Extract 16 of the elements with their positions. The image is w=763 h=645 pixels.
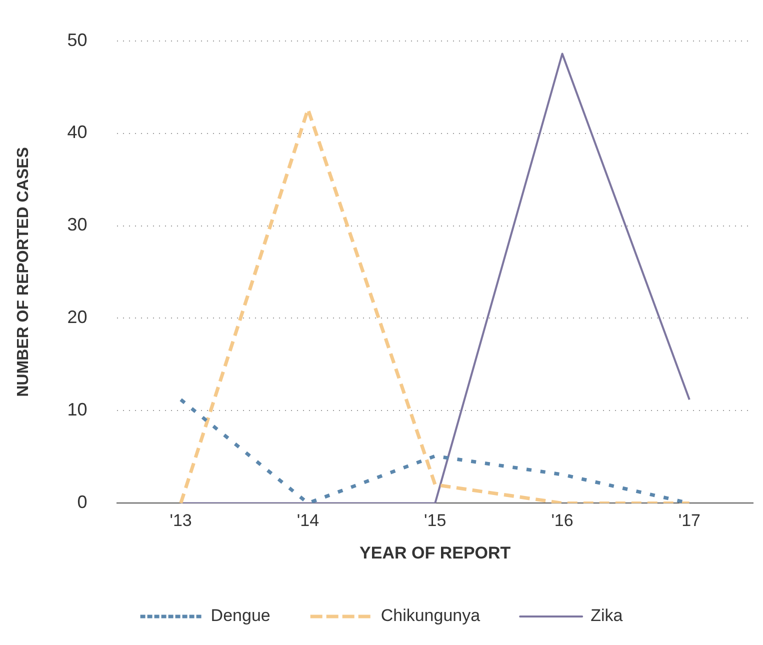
x-axis-title: YEAR OF REPORT [360,543,512,562]
y-axis-title: NUMBER OF REPORTED CASES [15,146,32,397]
legend-label: Chikungunya [380,606,481,626]
legend-label: Dengue [210,606,270,626]
x-tick-label: '14 [296,511,320,530]
legend-label: Zika [590,606,624,626]
x-tick-label: '17 [678,511,700,530]
x-tick-label: '16 [551,511,574,530]
y-tick-label: 50 [67,30,88,50]
y-tick-label: 20 [67,307,88,328]
y-tick-label: 10 [67,400,88,420]
x-tick-label: '15 [424,511,446,530]
y-tick-label: 30 [67,214,88,235]
y-tick-label: 0 [77,492,88,512]
x-tick-label: '13 [170,511,192,530]
y-tick-label: 40 [67,122,88,142]
